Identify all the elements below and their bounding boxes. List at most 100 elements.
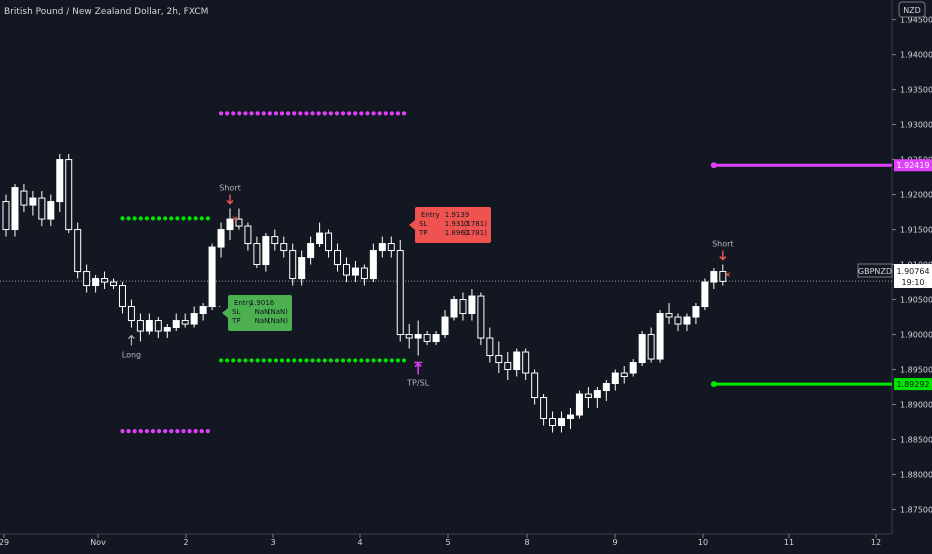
candle-down [244, 222, 252, 251]
level-dot [120, 216, 125, 221]
tp-sl-signal: TP/SL [406, 361, 430, 388]
candle-down [360, 264, 368, 286]
symbol-tag-frame [857, 263, 893, 278]
info-row-value: 1.9317 [445, 220, 470, 228]
level-dot [231, 358, 236, 363]
green-level-price-tag: 1.89292 [894, 378, 932, 391]
level-dot [175, 216, 180, 221]
candle-down [280, 236, 288, 258]
candle-body [298, 257, 306, 280]
level-dot [181, 429, 186, 434]
candle-down [674, 313, 682, 332]
tp-sl-arrow-icon [414, 361, 423, 375]
level-dot [304, 111, 309, 116]
candle-up [710, 268, 718, 290]
candle-body [566, 414, 574, 420]
level-dot [298, 358, 303, 363]
level-dot [322, 111, 327, 116]
time-tick-label: Nov [90, 538, 106, 547]
candle-up [172, 313, 180, 332]
candle-body [701, 281, 709, 308]
level-dot [163, 429, 168, 434]
candle-body [334, 250, 342, 266]
candle-down [235, 208, 243, 230]
symbol-tag: GBPNZD [857, 263, 893, 278]
candle-body [432, 334, 440, 343]
price-tick-label: 1.89500 [900, 366, 932, 375]
candles-layer [2, 153, 727, 433]
info-row-label: SL [419, 220, 427, 228]
level-dot [328, 358, 333, 363]
candle-body [486, 337, 494, 357]
price-axis-labels-layer: 1.92419 1.89292 [894, 159, 932, 391]
candle-down [253, 236, 261, 269]
candle-body [208, 246, 216, 308]
candle-body [369, 250, 377, 280]
info-row-value: 1.8961 [445, 229, 470, 237]
candle-up [163, 324, 171, 339]
candle-body [127, 306, 135, 322]
candle-down [101, 271, 109, 290]
level-dot [401, 358, 407, 363]
last-price-tag: 1.90764 19:10 [894, 264, 932, 288]
candle-up [262, 233, 270, 272]
candle-up [593, 387, 601, 409]
candle-body [56, 159, 64, 203]
candle-body [83, 271, 91, 287]
level-dot [193, 429, 198, 434]
level-dot [334, 358, 340, 363]
level-dot [199, 429, 204, 434]
candle-up [450, 296, 458, 321]
short-signal: Short [712, 240, 734, 277]
candle-down [486, 327, 494, 363]
candle-body [92, 278, 100, 287]
candle-body [522, 351, 530, 374]
price-tick-label: 1.92000 [900, 191, 932, 200]
candle-up [656, 310, 664, 363]
candle-up [11, 184, 19, 237]
level-dot [267, 111, 272, 116]
level-dot [261, 358, 266, 363]
short-exit-cross-icon [725, 272, 731, 277]
candle-body [423, 334, 431, 343]
level-dot [126, 429, 131, 434]
level-dot [237, 358, 242, 363]
candle-body [405, 334, 413, 339]
candle-body [235, 218, 243, 227]
currency-badge-frame [898, 1, 926, 18]
candle-body [154, 320, 162, 332]
level-dot [389, 358, 394, 363]
level-dot [132, 216, 137, 221]
candle-down [271, 229, 279, 251]
time-tick-label: 11 [784, 538, 794, 547]
candle-body [38, 197, 46, 220]
last-price-tag-frame [894, 264, 932, 288]
level-dot [273, 111, 279, 116]
info-row-value: 1.9016 [250, 299, 275, 307]
candle-down [405, 324, 413, 349]
candle-down [584, 387, 592, 409]
candle-down [423, 331, 431, 346]
info-row-value: 1.9139 [445, 211, 470, 219]
level-price-tag-frame [894, 378, 932, 391]
candle-body [20, 190, 28, 206]
level-price-tag-text: 1.92419 [896, 161, 929, 170]
level-dot [175, 429, 180, 434]
price-tick-label: 1.88000 [900, 471, 932, 480]
info-row-label: TP [418, 229, 428, 237]
candle-up [208, 243, 216, 311]
candle-body [674, 316, 682, 325]
level-dot [231, 111, 236, 116]
level-dot [126, 216, 131, 221]
level-dot [316, 358, 321, 363]
candle-body [611, 372, 619, 385]
level-dot [395, 358, 401, 363]
level-dot [353, 358, 358, 363]
time-tick-label: 3 [270, 538, 275, 547]
level-price-tag-text: 1.89292 [896, 380, 929, 389]
candle-down [387, 236, 395, 258]
info-row-label: Entry [234, 299, 253, 307]
candle-body [620, 372, 628, 378]
